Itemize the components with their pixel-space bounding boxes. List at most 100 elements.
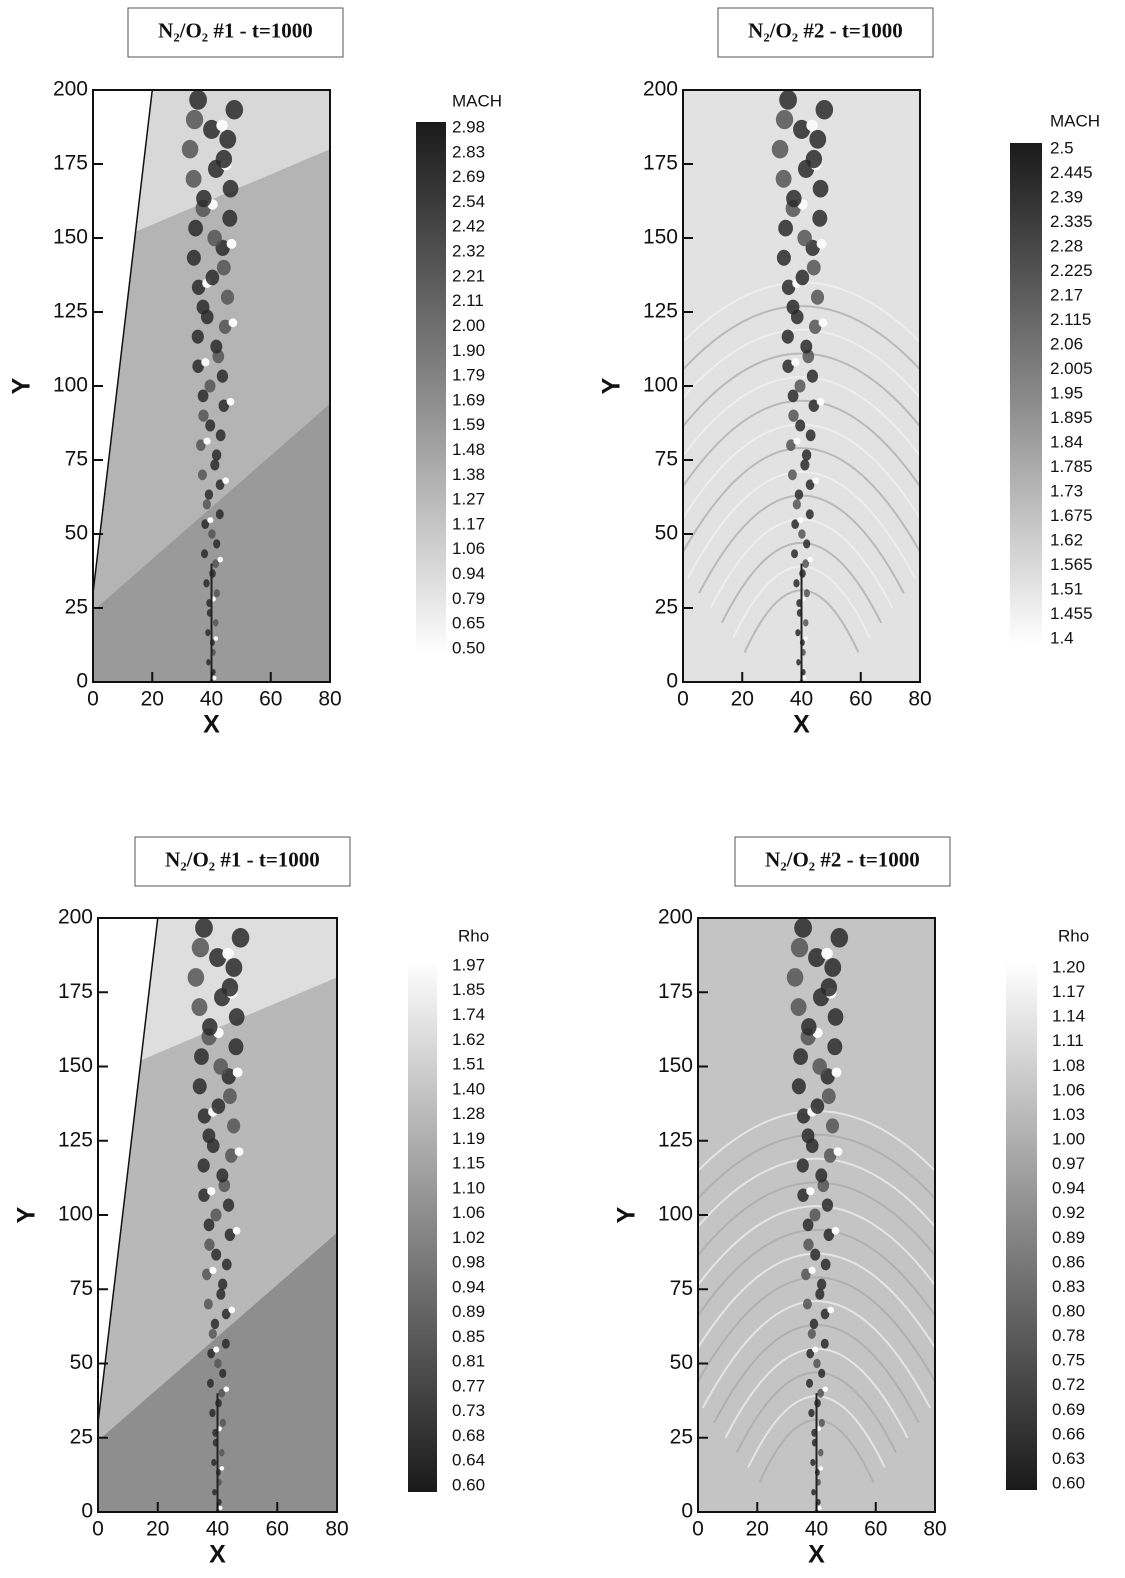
- blob: [209, 948, 227, 968]
- blob: [213, 1058, 228, 1075]
- colorbar-label: 0.72: [1052, 1375, 1085, 1394]
- blob: [206, 1378, 214, 1388]
- blob: [782, 359, 794, 373]
- blob: [211, 1098, 226, 1114]
- blob-light: [822, 1386, 829, 1392]
- wave: [683, 376, 920, 458]
- blob: [219, 1418, 226, 1427]
- colorbar-label: 1.08: [1052, 1056, 1085, 1075]
- colorbar-label: 0.50: [452, 638, 485, 657]
- blob: [211, 1248, 222, 1261]
- blob: [800, 459, 810, 471]
- wave: [686, 470, 917, 579]
- x-tick-label: 20: [746, 1518, 769, 1541]
- y-tick-label: 125: [58, 1128, 93, 1151]
- colorbar-label: 0.81: [452, 1352, 485, 1371]
- blob: [204, 489, 214, 500]
- blob-light: [228, 318, 238, 328]
- blob: [805, 479, 815, 490]
- blob: [805, 509, 814, 520]
- blob: [803, 1238, 814, 1251]
- y-tick-label: 150: [643, 226, 678, 249]
- blob: [788, 409, 799, 422]
- blob: [212, 559, 220, 568]
- colorbar-label: 0.83: [1052, 1277, 1085, 1296]
- blob: [787, 469, 797, 481]
- blob: [801, 1268, 811, 1281]
- y-tick-label: 25: [70, 1425, 93, 1448]
- blob-light: [217, 556, 224, 563]
- blob: [204, 379, 216, 393]
- colorbar-label: 1.62: [452, 1030, 485, 1049]
- blob: [202, 1128, 216, 1144]
- blob: [211, 1458, 217, 1467]
- blob: [213, 589, 220, 598]
- blob: [189, 90, 207, 110]
- colorbar-label: 1.03: [1052, 1105, 1085, 1124]
- blob: [790, 938, 809, 958]
- blob: [820, 978, 838, 997]
- blob: [814, 1398, 821, 1408]
- colorbar-label: 1.51: [1050, 579, 1083, 598]
- blob: [201, 519, 210, 530]
- x-tick-label: 40: [200, 688, 223, 711]
- x-tick-label: 60: [849, 688, 872, 711]
- colorbar-title: Rho: [458, 926, 489, 945]
- y-tick-label: 50: [655, 522, 678, 545]
- blob: [213, 619, 219, 627]
- y-tick-label: 200: [658, 906, 693, 929]
- blob: [225, 1148, 238, 1163]
- colorbar-label: 1.14: [1052, 1007, 1085, 1026]
- blob: [809, 1208, 821, 1222]
- x-tick-label: 60: [266, 1518, 289, 1541]
- blob-light: [212, 676, 217, 680]
- wedge-edge: [93, 90, 153, 594]
- colorbar-label: 1.10: [452, 1178, 485, 1197]
- colorbar-label: 2.28: [1050, 236, 1083, 255]
- colorbar-label: 1.79: [452, 366, 485, 385]
- blob: [791, 1078, 806, 1095]
- blob-light: [827, 1306, 835, 1314]
- blob-light: [226, 238, 237, 249]
- y-tick-label: 200: [53, 78, 88, 101]
- colorbar-label: 2.21: [452, 266, 485, 285]
- colorbar-label: 1.20: [1052, 957, 1085, 976]
- blob: [209, 1408, 216, 1418]
- blob-light: [821, 947, 833, 960]
- colorbar-label: 0.86: [1052, 1252, 1085, 1271]
- y-tick-label: 175: [643, 152, 678, 175]
- blob: [803, 539, 811, 549]
- y-tick-label: 75: [670, 1277, 693, 1300]
- blob: [794, 489, 804, 500]
- colorbar-label: 0.69: [1052, 1400, 1085, 1419]
- blob: [805, 429, 816, 442]
- blob-light: [818, 1466, 824, 1471]
- blob: [779, 90, 797, 110]
- blob: [209, 569, 216, 578]
- blob: [192, 1078, 207, 1095]
- blob: [824, 958, 842, 977]
- blob: [802, 559, 810, 568]
- blob: [803, 619, 809, 627]
- x-axis-label: X: [793, 711, 810, 739]
- colorbar-label: 1.62: [1050, 530, 1083, 549]
- x-tick-label: 80: [325, 1518, 348, 1541]
- colorbar-label: 2.11: [452, 291, 484, 310]
- field: [93, 90, 330, 682]
- y-tick-label: 175: [658, 980, 693, 1003]
- y-tick-label: 75: [655, 448, 678, 471]
- blob: [795, 629, 801, 637]
- blob: [204, 1238, 215, 1251]
- colorbar-label: 1.06: [452, 1203, 485, 1222]
- blob: [203, 579, 210, 588]
- blob: [797, 229, 812, 247]
- colorbar-label: 2.005: [1050, 359, 1093, 378]
- x-tick-label: 40: [206, 1518, 229, 1541]
- colorbar-label: 0.89: [1052, 1228, 1085, 1247]
- blob-light: [831, 1226, 840, 1235]
- blob: [796, 1158, 809, 1173]
- blob: [771, 139, 789, 159]
- blob: [221, 978, 239, 997]
- blob: [827, 1038, 843, 1056]
- blob-light: [219, 1466, 225, 1471]
